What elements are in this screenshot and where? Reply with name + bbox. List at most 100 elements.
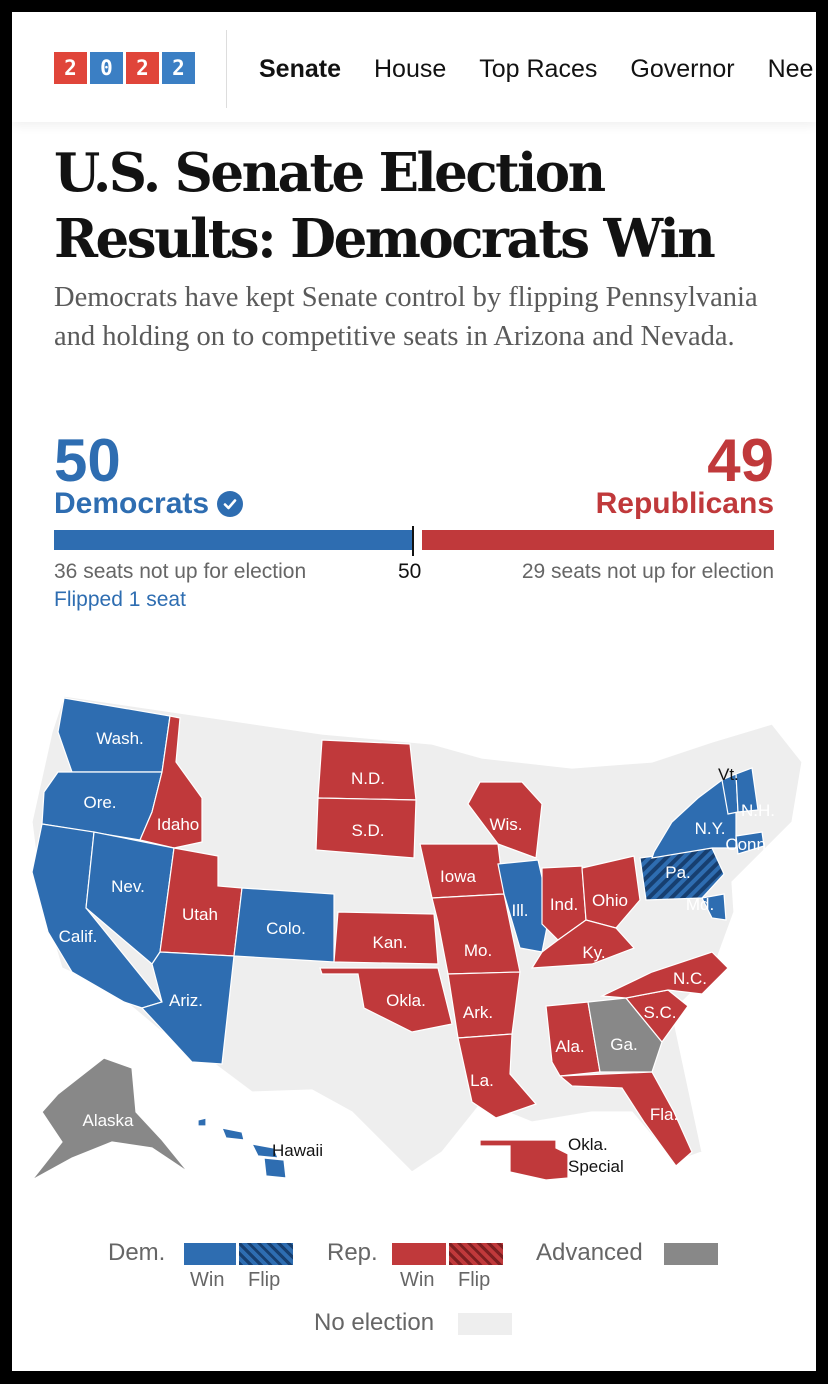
legend-rep-win-swatch <box>392 1243 446 1265</box>
label-nev: Nev. <box>111 877 145 896</box>
nav-tab-needle[interactable]: Nee <box>767 55 814 83</box>
rep-seat-bar <box>422 530 774 550</box>
label-ill: Ill. <box>512 901 529 920</box>
legend-dem-label: Dem. <box>108 1239 166 1266</box>
state-missouri[interactable] <box>431 893 521 975</box>
state-arizona[interactable] <box>140 951 235 1065</box>
legend-rep-win-label: Win <box>400 1269 435 1291</box>
senate-results-map: Wash. Ore. Idaho Nev. Calif. Utah Colo. … <box>31 695 803 1181</box>
legend-no-election-label: No election <box>314 1309 435 1336</box>
legend-advanced-label: Advanced <box>536 1239 643 1266</box>
label-md: Md. <box>686 895 714 914</box>
label-iowa: Iowa <box>440 867 476 886</box>
legend-rep-flip-label: Flip <box>458 1269 491 1291</box>
state-louisiana[interactable] <box>457 1033 538 1119</box>
election-2022-logo[interactable]: 2 0 2 2 <box>54 52 195 84</box>
legend-advanced-swatch <box>664 1243 718 1265</box>
state-connecticut[interactable] <box>735 831 765 855</box>
state-wisconsin[interactable] <box>467 781 543 859</box>
label-la: La. <box>470 1071 494 1090</box>
nav-tab-top-races[interactable]: Top Races <box>479 55 598 83</box>
page-frame: 2 0 2 2 Senate House Top Races Governor … <box>12 12 816 1371</box>
label-utah: Utah <box>182 905 218 924</box>
dem-seat-bar <box>54 530 412 550</box>
label-sd: S.D. <box>351 821 384 840</box>
dem-not-up-note: 36 seats not up for election <box>54 560 307 583</box>
nav-tab-house[interactable]: House <box>373 55 447 83</box>
label-fla: Fla. <box>650 1105 678 1124</box>
label-ariz: Ariz. <box>169 991 203 1010</box>
label-okla: Okla. <box>386 991 426 1010</box>
state-maryland[interactable] <box>701 893 727 921</box>
state-oklahoma-special[interactable] <box>479 1139 569 1181</box>
rep-party-label: Republicans <box>595 487 774 520</box>
label-nd: N.D. <box>351 769 385 788</box>
check-circle-icon <box>217 491 244 517</box>
label-ohio: Ohio <box>592 891 628 910</box>
legend-no-election-swatch <box>458 1313 512 1335</box>
label-wis: Wis. <box>489 815 522 834</box>
header-divider <box>226 30 227 108</box>
legend-dem-win-swatch <box>184 1243 236 1265</box>
label-pa: Pa. <box>665 863 691 882</box>
state-oklahoma[interactable] <box>319 967 453 1033</box>
label-alaska: Alaska <box>82 1111 134 1130</box>
label-okla-special-2: Special <box>568 1157 624 1176</box>
top-navigation-bar: 2 0 2 2 Senate House Top Races Governor … <box>12 12 816 122</box>
logo-digit: 2 <box>126 52 159 84</box>
state-alabama[interactable] <box>545 1001 601 1077</box>
state-kentucky[interactable] <box>530 919 636 969</box>
legend-dem-flip-label: Flip <box>248 1269 281 1291</box>
label-nc: N.C. <box>673 969 707 988</box>
dem-party-label: Democrats <box>54 486 244 522</box>
state-new-hampshire[interactable] <box>735 767 759 813</box>
state-alaska[interactable] <box>31 1057 189 1181</box>
legend-dem-flip-swatch <box>239 1243 293 1265</box>
label-conn: Conn. <box>725 835 770 854</box>
dem-label-text: Democrats <box>54 487 210 520</box>
label-kan: Kan. <box>373 933 408 952</box>
state-idaho[interactable] <box>139 715 203 849</box>
label-wash: Wash. <box>96 729 144 748</box>
majority-marker <box>412 526 414 556</box>
state-ohio[interactable] <box>581 855 641 929</box>
label-ark: Ark. <box>463 1003 493 1022</box>
label-ore: Ore. <box>83 793 116 812</box>
label-mo: Mo. <box>464 941 492 960</box>
legend-dem-win-label: Win <box>190 1269 225 1291</box>
state-north-carolina[interactable] <box>599 951 729 999</box>
nav-tab-senate[interactable]: Senate <box>259 55 341 83</box>
state-kansas[interactable] <box>333 911 439 965</box>
election-nav: Senate House Top Races Governor Nee <box>259 52 816 86</box>
label-ny: N.Y. <box>695 819 726 838</box>
legend-rep-flip-swatch <box>449 1243 503 1265</box>
label-sc: S.C. <box>643 1003 676 1022</box>
majority-mark-label: 50 <box>398 560 422 583</box>
state-florida[interactable] <box>558 1071 693 1167</box>
legend-rep-label: Rep. <box>327 1239 378 1266</box>
state-hawaii[interactable] <box>197 1117 287 1179</box>
label-vt: Vt. <box>718 765 739 784</box>
label-okla-special-1: Okla. <box>568 1135 608 1154</box>
label-ga: Ga. <box>610 1035 637 1054</box>
label-hawaii: Hawaii <box>272 1141 323 1160</box>
label-calif: Calif. <box>59 927 98 946</box>
state-georgia[interactable] <box>587 997 663 1073</box>
article-summary: Democrats have kept Senate control by fl… <box>54 282 758 352</box>
rep-seat-count: 49 <box>707 427 774 494</box>
dem-flipped-note: Flipped 1 seat <box>54 588 186 611</box>
dem-seat-count: 50 <box>54 427 121 494</box>
rep-not-up-note: 29 seats not up for election <box>521 560 774 583</box>
state-south-dakota[interactable] <box>315 797 417 859</box>
logo-digit: 0 <box>90 52 123 84</box>
page-title: U.S. Senate Election Results: Democrats … <box>54 142 716 270</box>
label-ky: Ky. <box>582 943 605 962</box>
logo-digit: 2 <box>54 52 87 84</box>
logo-digit: 2 <box>162 52 195 84</box>
nav-tab-governor[interactable]: Governor <box>630 55 735 83</box>
label-ala: Ala. <box>555 1037 584 1056</box>
label-ind: Ind. <box>550 895 578 914</box>
label-nh: N.H. <box>741 801 775 820</box>
label-idaho: Idaho <box>157 815 200 834</box>
label-colo: Colo. <box>266 919 306 938</box>
